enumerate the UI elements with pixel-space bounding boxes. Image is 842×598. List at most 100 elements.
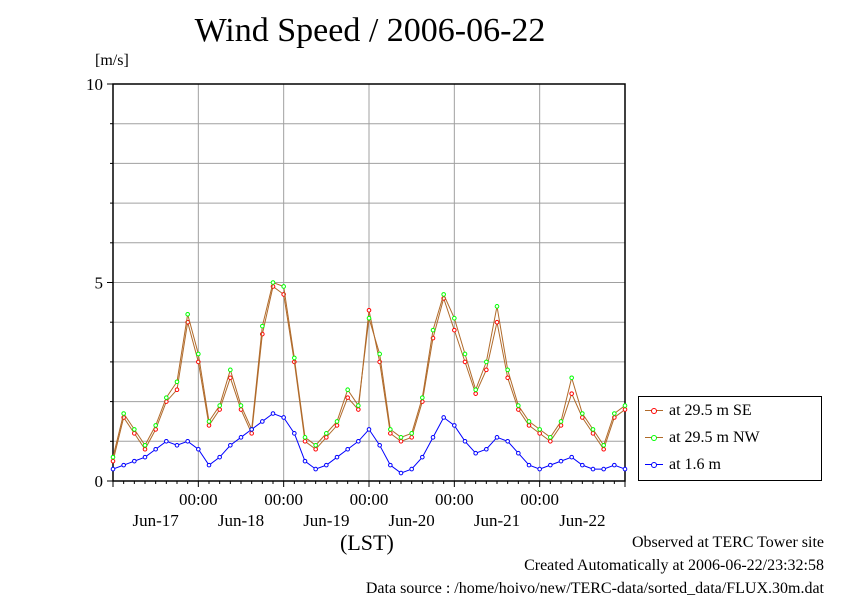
data-point-2 [441,415,446,420]
footer-created: Created Automatically at 2006-06-22/23:3… [524,557,824,574]
data-point-2 [270,411,276,416]
data-point-1 [558,419,564,424]
data-point-1 [601,442,606,448]
legend-label-se: at 29.5 m SE [669,402,752,419]
data-point-0 [356,407,361,412]
data-point-0 [249,431,254,436]
data-point-0 [601,446,606,452]
legend: at 29.5 m SE at 29.5 m NW at 1.6 m [638,396,822,481]
data-point-1 [516,403,521,408]
data-point-0 [142,446,148,452]
footer-source: Data source : /home/hoivo/new/TERC-data/… [365,580,824,597]
data-point-2 [132,458,137,464]
data-point-0 [473,391,478,396]
data-point-2 [345,446,350,452]
data-point-0 [302,439,308,444]
data-point-2 [494,435,500,440]
data-point-1 [110,454,116,460]
data-point-1 [473,387,478,392]
data-point-2 [462,439,468,444]
data-point-2 [537,466,542,472]
data-point-2 [452,423,457,428]
data-point-2 [526,462,532,468]
y-tick-label: 0 [95,472,104,491]
data-point-2 [249,427,254,432]
data-point-0 [462,359,468,365]
data-point-1 [590,427,596,432]
data-point-2 [622,466,628,472]
legend-marker-nw [645,433,663,443]
data-point-1 [548,435,553,440]
data-point-2 [569,454,574,460]
legend-marker-se [645,406,663,416]
data-point-1 [526,419,532,424]
data-point-2 [548,462,553,468]
x-time-label: 00:00 [264,490,303,509]
data-point-2 [473,450,478,456]
data-point-1 [420,395,425,400]
data-point-2 [217,454,222,460]
data-point-1 [174,379,180,385]
data-point-1 [164,395,169,400]
data-point-2 [313,466,318,472]
data-point-1 [345,387,350,392]
data-point-1 [505,367,510,373]
data-point-2 [420,454,425,460]
legend-marker-low [645,460,663,470]
data-point-0 [452,327,457,333]
data-point-2 [281,415,286,420]
data-point-1 [153,423,158,428]
data-point-0 [505,375,510,381]
data-point-0 [110,458,116,464]
data-point-1 [302,435,308,440]
x-axis-label: (LST) [340,530,394,555]
data-point-1 [260,323,265,329]
data-point-0 [398,439,404,444]
data-point-0 [622,407,628,412]
data-point-2 [409,466,414,472]
x-date-label: Jun-20 [389,511,435,530]
data-point-2 [110,466,116,472]
data-point-0 [313,446,318,452]
data-point-1 [622,403,628,408]
data-point-2 [174,442,180,448]
data-point-2 [377,442,382,448]
data-point-1 [281,284,286,289]
data-point-1 [206,419,212,424]
data-point-1 [324,431,329,436]
data-point-1 [612,411,617,416]
data-point-1 [366,315,372,321]
data-point-2 [590,466,596,472]
data-point-2 [142,454,148,460]
data-point-2 [292,431,297,436]
data-point-1 [430,327,436,333]
data-point-1 [409,431,414,436]
legend-item-nw: at 29.5 m NW [645,428,760,448]
data-point-0 [484,367,489,373]
legend-item-se: at 29.5 m SE [645,401,752,421]
data-point-1 [217,403,222,408]
data-point-0 [494,319,500,325]
data-point-0 [548,439,553,444]
data-point-2 [366,427,372,432]
data-point-2 [302,458,308,464]
legend-label-low: at 1.6 m [669,456,721,473]
data-point-0 [526,423,532,428]
data-point-0 [366,307,372,313]
data-point-2 [153,446,158,452]
data-point-2 [196,446,201,452]
data-point-0 [228,375,233,381]
data-point-0 [537,431,542,436]
data-point-2 [484,446,489,452]
x-time-label: 00:00 [435,490,474,509]
data-point-1 [228,367,233,373]
x-time-label: 00:00 [520,490,559,509]
data-point-0 [324,435,329,440]
data-point-2 [238,435,244,440]
data-point-1 [121,411,126,416]
data-point-1 [334,419,340,424]
data-point-2 [398,470,404,476]
data-point-2 [558,458,564,464]
data-point-0 [206,423,212,428]
data-point-1 [388,427,393,432]
